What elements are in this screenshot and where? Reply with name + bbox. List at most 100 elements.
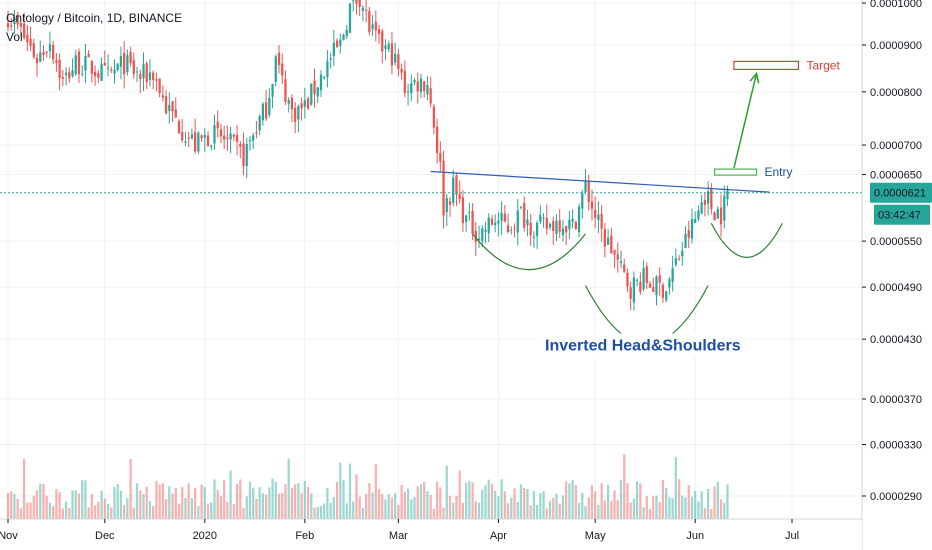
volume-bar <box>358 496 361 519</box>
neckline[interactable] <box>430 170 770 193</box>
candle-body <box>103 63 106 66</box>
volume-bar <box>416 486 419 519</box>
candle-body <box>113 70 116 74</box>
volume-bar <box>616 500 619 519</box>
candle-body <box>10 25 13 27</box>
volume-bar <box>665 487 668 519</box>
candle-body <box>594 209 597 218</box>
volume-bar <box>452 502 455 519</box>
price-axis[interactable]: 0.0001000 0.0000900 0.0000800 0.0000700 0.00… <box>861 0 932 550</box>
candle-body <box>129 52 132 64</box>
candle-body <box>190 134 194 139</box>
volume-bar <box>542 491 545 519</box>
time-tick-label: Apr <box>490 530 507 542</box>
candle-body <box>406 91 410 93</box>
candle-body <box>23 23 26 38</box>
candle-body <box>690 219 694 239</box>
price-tick-label: 0.0000370 <box>870 394 922 406</box>
target-box[interactable] <box>733 60 800 70</box>
volume-bar <box>677 479 681 519</box>
volume-bar <box>519 484 523 519</box>
volume-bar <box>97 501 100 519</box>
candle-body <box>374 21 377 31</box>
candle-body <box>403 71 406 94</box>
volume-bar <box>687 485 690 519</box>
volume-bar <box>19 508 23 519</box>
candle-body <box>174 109 177 118</box>
volume-bar <box>706 489 710 519</box>
left-shoulder-curve[interactable] <box>472 233 586 270</box>
candle-body <box>284 79 287 102</box>
candle-body <box>232 134 235 137</box>
candle-body <box>465 215 468 222</box>
volume-bar <box>210 502 213 519</box>
candle-body <box>468 212 471 214</box>
volume-bar <box>81 480 84 519</box>
volume-bar <box>145 486 148 519</box>
volume-bar <box>13 493 16 519</box>
candle-body <box>384 45 387 49</box>
candle-body <box>642 268 645 290</box>
candle-body <box>106 67 110 69</box>
volume-bar <box>484 485 487 519</box>
volume-bar <box>468 481 471 519</box>
volume-bar <box>577 502 581 519</box>
volume-bar <box>123 505 126 519</box>
candle-body <box>671 268 674 282</box>
volume-bar <box>326 488 329 519</box>
volume-bar <box>177 503 181 519</box>
candle-body <box>716 209 719 219</box>
candle-body <box>39 52 42 62</box>
volume-bar <box>284 484 287 519</box>
volume-bar <box>381 494 384 519</box>
candle-body <box>681 250 684 257</box>
volume-bar <box>113 487 116 519</box>
candle-body <box>694 219 697 224</box>
volume-bar <box>213 479 216 519</box>
candle-body <box>674 258 677 265</box>
volume-bar <box>68 507 71 519</box>
volume-bar <box>590 485 594 519</box>
volume-bar <box>490 483 494 519</box>
entry-box[interactable] <box>713 168 758 176</box>
volume-bar <box>548 501 552 519</box>
candle-body <box>355 0 358 4</box>
candle-body <box>126 55 129 73</box>
candle-body <box>155 79 158 81</box>
candle-body <box>339 39 342 46</box>
volume-bar <box>84 480 87 519</box>
volume-bar <box>142 493 145 519</box>
grid <box>0 0 862 519</box>
candle-body <box>697 210 700 220</box>
volume-bar <box>193 487 197 519</box>
candle-body <box>461 197 465 224</box>
volume-bar <box>571 480 574 519</box>
candle-body <box>519 206 523 208</box>
volume-bar <box>429 495 432 519</box>
volume-bar <box>332 497 335 519</box>
price-tick-label: 0.0000700 <box>870 140 922 152</box>
candle-body <box>487 217 490 234</box>
time-axis[interactable]: Nov Dec 2020 Feb Mar Apr May Jun Jul <box>0 518 862 550</box>
candle-body <box>168 104 171 111</box>
volume-bar <box>445 465 448 519</box>
volume-bar <box>700 491 703 519</box>
right-shoulder-curve[interactable] <box>710 223 783 258</box>
candle-body <box>52 45 55 60</box>
volume-bar <box>110 507 113 519</box>
volume-bar <box>558 503 561 519</box>
target-arrow[interactable] <box>733 73 758 169</box>
candle-body <box>193 131 197 152</box>
candle-body <box>310 83 313 105</box>
candle-body <box>723 195 726 221</box>
volume-bar <box>603 500 607 519</box>
candle-body <box>639 281 642 293</box>
volume-bar <box>419 484 423 519</box>
volume-bar <box>52 506 55 519</box>
volume-bar <box>174 487 177 519</box>
countdown-value: 03:42:47 <box>878 210 921 222</box>
volume-bar <box>297 483 300 519</box>
candle-body <box>277 52 281 66</box>
volume-bar <box>200 484 203 519</box>
